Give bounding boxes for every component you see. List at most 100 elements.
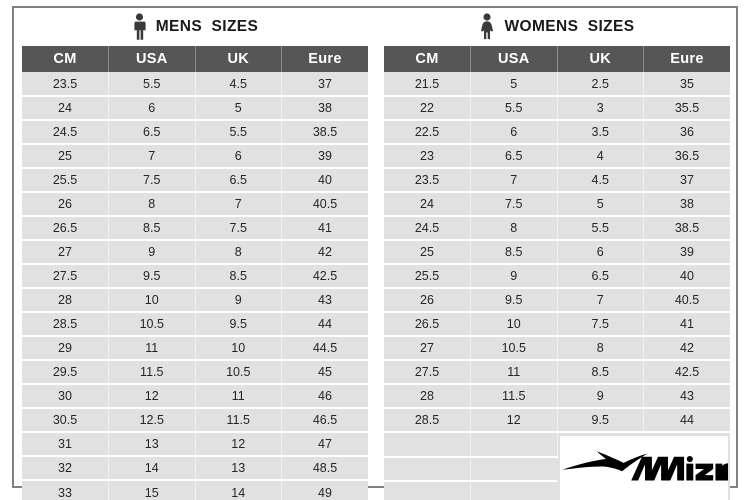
mens-size-table: CM USA UK Eure 23.5 5.5 4.5 37 24 6 5 38 24.5 6.5… (22, 46, 368, 500)
table-row: 25.5 9 6.5 40 (384, 264, 730, 289)
cell-usa: 12 (470, 408, 558, 433)
cell-uk: 7 (557, 288, 644, 313)
cell-uk: 5.5 (195, 120, 282, 145)
cell-usa: 6.5 (470, 144, 558, 169)
cell-usa: 5.5 (470, 96, 558, 121)
cell-usa: 5.5 (108, 72, 196, 97)
cell-usa: 11 (108, 336, 196, 361)
cell-cm: 28 (22, 288, 109, 313)
cell-uk: 13 (195, 456, 282, 481)
table-row: 25 7 6 39 (22, 144, 368, 169)
cell-cm: 23 (384, 144, 471, 169)
cell-uk: 8 (557, 336, 644, 361)
cell-usa: 10.5 (470, 336, 558, 361)
cell-usa-empty (470, 481, 557, 500)
table-row: 22 5.5 3 35.5 (384, 96, 730, 121)
cell-eure: 40 (643, 264, 730, 289)
cell-usa: 11 (470, 360, 558, 385)
cell-eure: 37 (643, 168, 730, 193)
cell-eure: 44.5 (281, 336, 368, 361)
table-row: 24.5 8 5.5 38.5 (384, 216, 730, 241)
column-header-eure: Eure (281, 46, 368, 72)
table-row: 25 8.5 6 39 (384, 240, 730, 265)
cell-uk: 12 (195, 432, 282, 457)
column-header-eure: Eure (643, 46, 730, 72)
cell-cm: 22.5 (384, 120, 471, 145)
table-row: 28 10 9 43 (22, 288, 368, 313)
cell-uk: 5.5 (557, 216, 644, 241)
cell-usa: 9.5 (108, 264, 196, 289)
cell-usa: 9.5 (470, 288, 558, 313)
cell-cm: 25.5 (22, 168, 109, 193)
cell-cm: 26 (22, 192, 109, 217)
cell-cm: 27.5 (384, 360, 471, 385)
column-header-cm: CM (384, 46, 471, 72)
cell-cm-empty (384, 432, 471, 458)
cell-uk: 4.5 (557, 168, 644, 193)
table-row: 21.5 5 2.5 35 (384, 72, 730, 97)
table-row: 27 9 8 42 (22, 240, 368, 265)
cell-cm: 28.5 (22, 312, 109, 337)
cell-uk: 14 (195, 480, 282, 500)
table-row: 30.5 12.5 11.5 46.5 (22, 408, 368, 433)
cell-uk: 11 (195, 384, 282, 409)
cell-uk: 2.5 (557, 72, 644, 97)
cell-eure: 40.5 (643, 288, 730, 313)
cell-cm: 24 (384, 192, 471, 217)
cell-cm: 24.5 (384, 216, 471, 241)
cell-uk: 4 (557, 144, 644, 169)
cell-eure: 49 (281, 480, 368, 500)
cell-eure: 43 (281, 288, 368, 313)
mizuno-logo-cell (557, 432, 730, 500)
cell-eure: 43 (643, 384, 730, 409)
male-figure-icon (132, 13, 147, 41)
table-row: 32 14 13 48.5 (22, 456, 368, 481)
cell-usa: 11.5 (470, 384, 558, 409)
cell-usa: 8 (108, 192, 196, 217)
cell-usa: 15 (108, 480, 196, 500)
cell-eure: 39 (643, 240, 730, 265)
cell-uk: 9 (557, 384, 644, 409)
table-row-empty (384, 481, 730, 500)
cell-eure: 35 (643, 72, 730, 97)
mens-table-header-row: CM USA UK Eure (22, 46, 368, 72)
cell-cm-empty (384, 456, 471, 483)
size-chart-frame: MENS SIZES CM USA UK Eure 23.5 5.5 4.5 37 24… (12, 6, 738, 500)
table-row: 27.5 11 8.5 42.5 (384, 360, 730, 385)
column-header-usa: USA (108, 46, 196, 72)
cell-uk: 10.5 (195, 360, 282, 385)
mens-title-text: MENS SIZES (155, 18, 259, 35)
cell-eure: 44 (643, 408, 730, 433)
cell-eure: 44 (281, 312, 368, 337)
cell-usa: 11.5 (108, 360, 196, 385)
table-row: 22.5 6 3.5 36 (384, 120, 730, 145)
cell-cm: 26 (384, 288, 471, 313)
cell-cm: 32 (22, 456, 109, 481)
table-row: 26.5 10 7.5 41 (384, 312, 730, 337)
cell-uk: 9 (195, 288, 282, 313)
cell-eure: 42.5 (643, 360, 730, 385)
cell-usa: 12.5 (108, 408, 196, 433)
cell-cm: 26.5 (22, 216, 109, 241)
cell-usa: 9 (108, 240, 196, 265)
cell-usa: 6.5 (108, 120, 196, 145)
cell-cm: 29 (22, 336, 109, 361)
cell-uk: 6.5 (195, 168, 282, 193)
column-header-cm: CM (22, 46, 109, 72)
cell-usa: 8 (470, 216, 558, 241)
table-row: 27.5 9.5 8.5 42.5 (22, 264, 368, 289)
cell-usa: 7 (470, 168, 558, 193)
cell-usa: 5 (470, 72, 558, 97)
column-header-usa: USA (470, 46, 558, 72)
cell-uk: 8.5 (195, 264, 282, 289)
cell-usa: 10.5 (108, 312, 196, 337)
mens-panel-title: MENS SIZES (22, 8, 368, 46)
cell-eure: 41 (281, 216, 368, 241)
cell-cm: 33 (22, 480, 109, 500)
cell-uk: 6.5 (557, 264, 644, 289)
cell-cm: 24.5 (22, 120, 109, 145)
cell-uk: 4.5 (195, 72, 282, 97)
cell-uk: 6 (195, 144, 282, 169)
table-row: 28 11.5 9 43 (384, 384, 730, 409)
cell-cm: 25.5 (384, 264, 471, 289)
